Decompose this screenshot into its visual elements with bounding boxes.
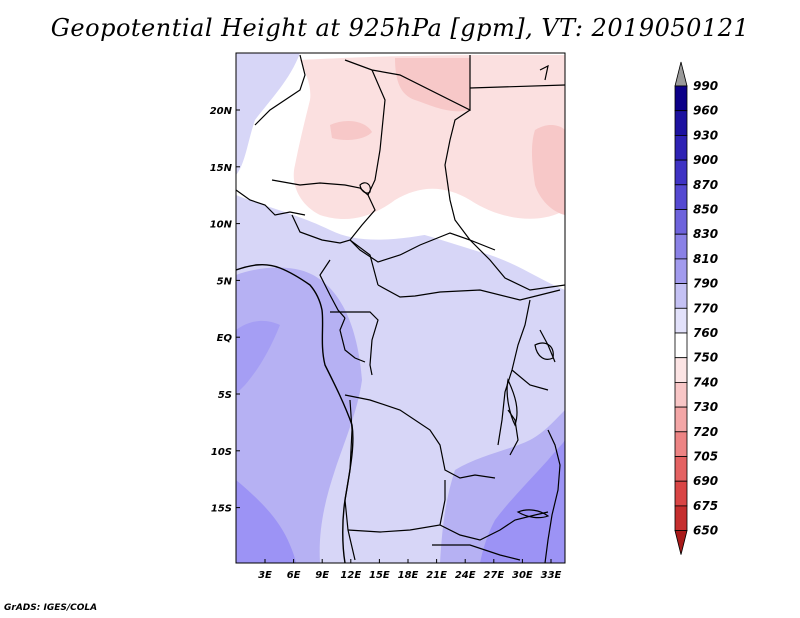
lon-label: 18E (398, 570, 419, 581)
field-red-streak (330, 120, 372, 140)
colorbar-swatch (674, 456, 688, 482)
colorbar-swatch (674, 406, 688, 433)
field-strong-blue-west (236, 320, 280, 394)
colorbar: 990 960 930 900 870 850 830 810 790 770 760 750 740 7… (674, 61, 718, 555)
colorbar-label: 790 (693, 277, 718, 291)
latitude-axis: 20N 15N 10N 5N EQ 5S 10S 15S (210, 106, 240, 515)
colorbar-label: 750 (693, 351, 718, 365)
lon-label: 30E (512, 570, 533, 581)
lat-label: 15N (210, 163, 233, 174)
colorbar-label: 810 (693, 252, 718, 266)
lon-label: 12E (340, 570, 361, 581)
lat-label: EQ (217, 333, 233, 344)
field-mid-red-east (531, 125, 565, 215)
colorbar-label: 850 (693, 203, 718, 217)
country-borders (236, 54, 565, 563)
colorbar-swatch (674, 184, 688, 210)
colorbar-swatch (674, 159, 688, 186)
credit-text: GrADS: IGES/COLA (4, 603, 98, 613)
colorbar-swatch (674, 431, 688, 457)
map-title: Geopotential Height at 925hPa [gpm], VT:… (50, 14, 750, 42)
lakes (359, 64, 554, 519)
colorbar-swatch (674, 283, 688, 309)
colorbar-label: 675 (693, 499, 718, 513)
lat-label: 15S (211, 504, 232, 515)
lat-label: 10N (210, 220, 233, 231)
colorbar-swatch (674, 332, 688, 359)
colorbar-swatch (674, 258, 688, 284)
lon-label: 24E (455, 570, 476, 581)
coastline (236, 263, 354, 563)
colorbar-label: 730 (693, 400, 718, 414)
colorbar-label: 930 (693, 128, 718, 142)
colorbar-swatch (674, 307, 688, 334)
lon-label: 21E (426, 570, 447, 581)
lat-label: 20N (210, 106, 233, 117)
colorbar-label: 830 (693, 227, 718, 241)
colorbar-swatch (674, 134, 688, 161)
colorbar-label: 650 (693, 524, 718, 538)
field-strong-blue-sw (236, 480, 296, 563)
field-light-blue-nw (236, 53, 300, 175)
map-frame (235, 52, 566, 564)
lon-label: 6E (287, 570, 301, 581)
field-strong-blue-se (480, 440, 565, 563)
colorbar-swatch (674, 233, 688, 260)
colorbar-label: 990 (693, 79, 718, 93)
colorbar-label: 770 (693, 301, 718, 315)
colorbar-label: 720 (693, 425, 718, 439)
field-light-red (293, 55, 565, 220)
lat-label: 5S (218, 390, 232, 401)
colorbar-swatch (674, 381, 688, 408)
lon-label: 9E (315, 570, 329, 581)
lon-label: 15E (369, 570, 390, 581)
lat-label: 10S (211, 447, 232, 458)
colorbar-swatch (674, 110, 688, 136)
field-mid-red (395, 58, 470, 112)
height-field (236, 53, 565, 563)
colorbar-label: 960 (693, 104, 718, 118)
colorbar-swatch (674, 505, 688, 531)
colorbar-swatch (674, 85, 688, 112)
colorbar-label: 870 (693, 178, 718, 192)
colorbar-label: 760 (693, 326, 718, 340)
lon-label: 33E (541, 570, 562, 581)
colorbar-swatch (674, 357, 688, 383)
colorbar-swatch (674, 480, 688, 507)
longitude-axis: 3E 6E 9E 12E 15E 18E 21E 24E 27E 30E 33E (258, 559, 562, 581)
colorbar-label: 900 (693, 153, 718, 167)
lon-label: 27E (483, 570, 504, 581)
colorbar-label: 705 (693, 450, 718, 464)
colorbar-bottom-arrow (674, 530, 688, 555)
colorbar-swatch (674, 209, 688, 235)
colorbar-label: 740 (693, 375, 718, 389)
colorbar-top-arrow (674, 61, 688, 87)
colorbar-label: 690 (693, 474, 718, 488)
lon-label: 3E (258, 570, 272, 581)
lat-label: 5N (217, 276, 233, 287)
